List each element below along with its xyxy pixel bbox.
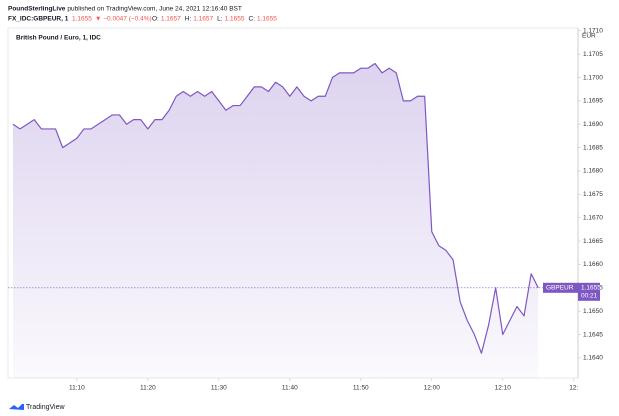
publisher: PoundSterlingLive [8, 6, 66, 13]
y-tick-label: 1.1650 [583, 308, 603, 315]
footer-logo [9, 404, 24, 410]
y-tick-label: 1.1695 [583, 98, 603, 105]
x-tick-label: 11:20 [140, 385, 156, 392]
published: published on TradingView.com, June 24, 2… [67, 6, 241, 13]
plot [12, 62, 539, 378]
y-tick-label: 1.1680 [583, 168, 603, 175]
y-tick-label: 1.1640 [583, 355, 603, 362]
ohlc-label: C: [248, 16, 255, 23]
brand: TradingView [26, 404, 65, 411]
logo-icon [9, 404, 24, 410]
ohlc-value: 1.1655 [257, 16, 277, 23]
x-tick-label: 12: [569, 385, 578, 392]
y-tick-label: 1.1700 [583, 74, 603, 81]
y-tick-label: 1.1670 [583, 214, 603, 221]
y-tick-label: 1.1660 [583, 261, 603, 268]
ohlc-label: L: [217, 16, 223, 23]
ohlc-label: O: [152, 16, 159, 23]
series-label-box [543, 282, 578, 293]
ohlc-value: 1.1657 [193, 16, 213, 23]
ohlc-value: 1.1655 [225, 16, 245, 23]
x-tick-label: 12:00 [424, 385, 441, 392]
symbol: FX_IDC:GBPEUR, 1 [8, 16, 69, 23]
y-tick-label: 1.1690 [583, 121, 603, 128]
y-tick-label: 1.1675 [583, 191, 603, 198]
price-label-box [578, 282, 600, 301]
x-tick-label: 11:50 [353, 385, 369, 392]
series-label: GBPEUR [546, 285, 574, 292]
y-tick-label: 1.1645 [583, 331, 603, 338]
y-tick-label: 1.1705 [583, 51, 603, 58]
price-label: 1.1655 [581, 285, 601, 292]
y-unit: EUR [582, 33, 596, 40]
price: 1.1655 [72, 16, 92, 23]
x-tick-label: 11:30 [211, 385, 227, 392]
x-tick-label: 11:10 [69, 385, 85, 392]
y-tick-label: 1.1685 [583, 144, 603, 151]
chart-title: British Pound / Euro, 1, IDC [16, 35, 101, 42]
countdown: 00:21 [581, 293, 598, 300]
ohlc-value: 1.1657 [161, 16, 181, 23]
price-line [12, 62, 539, 354]
area-fill [12, 63, 539, 378]
y-tick-label: 1.1665 [583, 238, 603, 245]
y-tick-label: 1.1710 [583, 28, 603, 35]
x-tick-label: 12:10 [495, 385, 512, 392]
change: ▼ −0.0047 (−0.4%) [95, 16, 152, 23]
ohlc-label: H: [185, 16, 192, 23]
x-tick-label: 11:40 [282, 385, 298, 392]
